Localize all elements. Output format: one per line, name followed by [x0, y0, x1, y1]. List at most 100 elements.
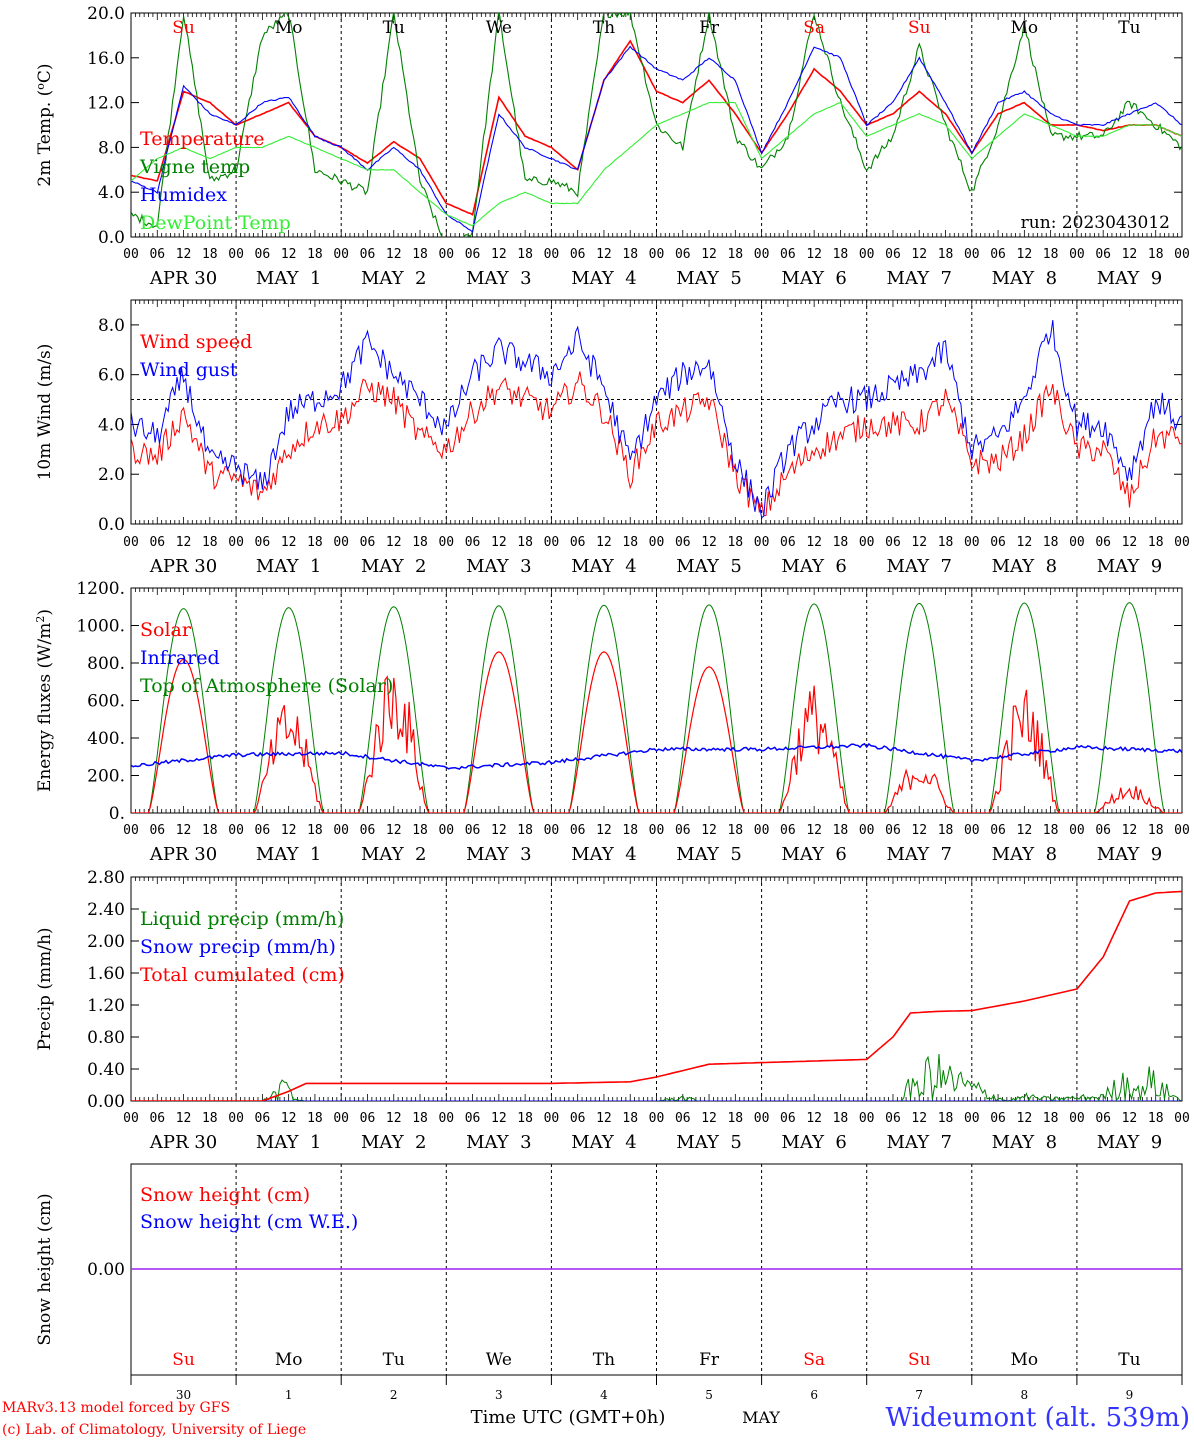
hour-tick-label: 12 — [911, 535, 927, 550]
day-number: 9 — [1126, 1388, 1134, 1402]
hour-tick-label: 12 — [806, 823, 822, 838]
hour-tick-label: 12 — [701, 1111, 717, 1126]
hour-tick-label: 12 — [386, 823, 402, 838]
hour-tick-label: 12 — [596, 823, 612, 838]
weekday-label: Su — [172, 1350, 195, 1370]
hour-tick-label: 06 — [149, 535, 165, 550]
hour-tick-label: 18 — [1148, 823, 1164, 838]
hour-tick-label: 12 — [281, 1111, 297, 1126]
hour-tick-label: 06 — [780, 247, 796, 262]
hour-tick-label: 00 — [859, 535, 875, 550]
hour-tick-label: 06 — [570, 535, 586, 550]
hour-tick-label: 06 — [990, 247, 1006, 262]
date-label: MAY 2 — [361, 556, 426, 577]
hour-tick-label: 18 — [202, 535, 218, 550]
date-label: MAY 1 — [256, 1132, 321, 1153]
hour-tick-label: 00 — [544, 1111, 560, 1126]
weekday-label: Mo — [1011, 18, 1039, 38]
y-tick-label: 2.00 — [87, 932, 125, 952]
hour-tick-label: 06 — [780, 535, 796, 550]
hour-tick-label: 00 — [228, 535, 244, 550]
hour-tick-label: 06 — [780, 1111, 796, 1126]
hour-tick-label: 12 — [281, 247, 297, 262]
date-label: MAY 5 — [676, 844, 741, 865]
series-line-humidex — [131, 45, 1182, 234]
series-line-top-of-atmosphere — [131, 602, 1182, 813]
hour-tick-label: 18 — [517, 247, 533, 262]
hour-tick-label: 18 — [202, 247, 218, 262]
hour-tick-label: 00 — [1069, 823, 1085, 838]
weekday-label: Fr — [699, 18, 720, 38]
y-tick-label: 8.0 — [98, 316, 125, 336]
hour-tick-label: 06 — [1095, 247, 1111, 262]
hour-tick-label: 18 — [833, 823, 849, 838]
hour-tick-label: 06 — [675, 535, 691, 550]
hour-tick-label: 18 — [622, 823, 638, 838]
weekday-label: Sa — [803, 1350, 825, 1370]
hour-tick-label: 00 — [964, 247, 980, 262]
hour-tick-label: 06 — [885, 535, 901, 550]
hour-tick-label: 18 — [1043, 1111, 1059, 1126]
hour-tick-label: 00 — [754, 535, 770, 550]
series-line-total-cumulated-cm- — [131, 890, 1182, 1101]
date-label: MAY 7 — [887, 268, 952, 289]
hour-tick-label: 00 — [649, 823, 665, 838]
month-label: MAY — [742, 1408, 780, 1427]
station-title: Wideumont (alt. 539m) — [886, 1403, 1190, 1433]
hour-tick-label: 12 — [491, 535, 507, 550]
hour-tick-label: 12 — [1017, 1111, 1033, 1126]
hour-tick-label: 06 — [255, 247, 271, 262]
date-label: MAY 9 — [1097, 268, 1162, 289]
hour-tick-label: 12 — [596, 535, 612, 550]
panel-temperature: 0.0 4.0 8.0 12.0 16.0 20.0 2m Temp. (oC) Su Mo Tu… — [34, 4, 1190, 289]
hour-tick-label: 12 — [701, 823, 717, 838]
hour-tick-label: 18 — [1148, 1111, 1164, 1126]
y-tick-label: 12.0 — [87, 94, 125, 114]
y-tick-label: 1200. — [76, 579, 125, 599]
hour-tick-label: 18 — [938, 823, 954, 838]
hour-tick-label: 00 — [1174, 535, 1190, 550]
hour-tick-label: 18 — [412, 535, 428, 550]
y-tick-label: 2.40 — [87, 900, 125, 920]
day-number: 4 — [600, 1388, 608, 1402]
date-label: MAY 3 — [466, 268, 531, 289]
hour-tick-label: 12 — [806, 1111, 822, 1126]
hour-tick-label: 06 — [465, 247, 481, 262]
hour-tick-label: 00 — [544, 247, 560, 262]
hour-tick-label: 00 — [964, 1111, 980, 1126]
weekday-label: Fr — [699, 1350, 720, 1370]
date-label: MAY 7 — [887, 1132, 952, 1153]
hour-tick-label: 12 — [911, 247, 927, 262]
hour-tick-label: 00 — [649, 247, 665, 262]
hour-tick-label: 00 — [1069, 247, 1085, 262]
date-label: MAY 5 — [676, 1132, 741, 1153]
hour-tick-label: 18 — [1148, 247, 1164, 262]
hour-tick-label: 00 — [859, 1111, 875, 1126]
legend-snow-height-cm-w-e-: Snow height (cm W.E.) — [140, 1211, 358, 1233]
hour-tick-label: 12 — [1017, 823, 1033, 838]
day-number: 2 — [390, 1388, 398, 1402]
hour-tick-label: 00 — [1174, 247, 1190, 262]
hour-tick-label: 18 — [833, 247, 849, 262]
hour-tick-label: 06 — [465, 823, 481, 838]
hour-tick-label: 00 — [123, 535, 139, 550]
hour-tick-label: 12 — [176, 247, 192, 262]
legend-humidex: Humidex — [140, 184, 227, 206]
weekday-label: We — [486, 18, 512, 38]
legend-dewpoint-temp: DewPoint Temp — [140, 212, 291, 234]
hour-tick-label: 18 — [727, 247, 743, 262]
hour-tick-label: 18 — [307, 247, 323, 262]
hour-tick-label: 06 — [780, 823, 796, 838]
hour-tick-label: 12 — [281, 535, 297, 550]
hour-tick-label: 12 — [701, 535, 717, 550]
credit-line-1: MARv3.13 model forced by GFS — [2, 1400, 230, 1416]
hour-tick-label: 18 — [727, 823, 743, 838]
y-tick-label: 16.0 — [87, 49, 125, 69]
hour-tick-label: 06 — [990, 1111, 1006, 1126]
hour-tick-label: 06 — [1095, 823, 1111, 838]
hour-tick-label: 06 — [149, 823, 165, 838]
hour-tick-label: 12 — [176, 535, 192, 550]
hour-tick-label: 00 — [438, 1111, 454, 1126]
series-line-infrared — [131, 742, 1182, 770]
date-label: APR 30 — [149, 268, 217, 289]
